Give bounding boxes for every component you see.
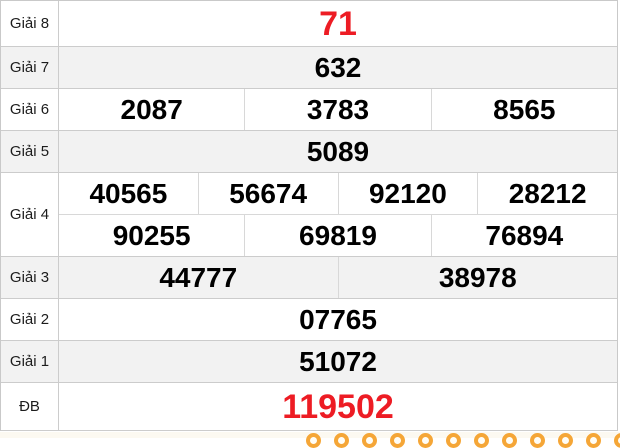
ball-decoration-icon <box>390 433 405 448</box>
prize-subrow: 40565 56674 92120 28212 <box>59 173 617 214</box>
prize-label: Giải 8 <box>1 1 59 46</box>
prize-number: 8565 <box>493 93 556 125</box>
prize-number: 40565 <box>89 177 168 209</box>
prize-cell: 07765 <box>59 299 617 340</box>
ball-decoration-icon <box>334 433 349 448</box>
prize-number: 56674 <box>229 177 308 209</box>
prize-cell: 5089 <box>59 131 617 172</box>
prize-number: 76894 <box>485 219 564 251</box>
prize-number: 5089 <box>306 135 370 167</box>
prize-cell: 632 <box>59 47 617 88</box>
prize-values: 40565 56674 92120 28212 90255 69819 76894 <box>59 173 617 256</box>
prize-cell: 119502 <box>59 383 617 430</box>
prize-cell: 56674 <box>197 173 338 214</box>
prize-cell: 51072 <box>59 341 617 382</box>
prize-cell: 69819 <box>244 215 430 256</box>
prize-subrow: 632 <box>59 47 617 88</box>
prize-label: Giải 3 <box>1 257 59 298</box>
prize-subrow: 07765 <box>59 299 617 340</box>
prize-number: 92120 <box>368 177 447 209</box>
prize-number: 28212 <box>508 177 587 209</box>
prize-label: Giải 5 <box>1 131 59 172</box>
prize-subrow: 71 <box>59 1 617 46</box>
prize-row: Giải 2 07765 <box>1 299 617 341</box>
prize-number: 632 <box>314 51 362 83</box>
prize-cell: 8565 <box>430 89 617 130</box>
prize-row: Giải 5 5089 <box>1 131 617 173</box>
prize-row: Giải 4 40565 56674 92120 28212 90255 69819 7689… <box>1 173 617 257</box>
prize-subrow: 44777 38978 <box>59 257 617 298</box>
prize-cell: 3783 <box>244 89 430 130</box>
prize-label: Giải 2 <box>1 299 59 340</box>
prize-row: Giải 3 44777 38978 <box>1 257 617 299</box>
ball-decoration-icon <box>502 433 517 448</box>
prize-row: Giải 6 2087 3783 8565 <box>1 89 617 131</box>
prize-number: 71 <box>319 4 357 43</box>
ball-decoration-icon <box>306 433 321 448</box>
prize-cell: 40565 <box>59 173 198 214</box>
prize-values: 2087 3783 8565 <box>59 89 617 130</box>
prize-subrow: 119502 <box>59 383 617 430</box>
prize-cell: 76894 <box>430 215 617 256</box>
prize-values: 119502 <box>59 383 617 430</box>
prize-values: 07765 <box>59 299 617 340</box>
prize-cell: 90255 <box>59 215 244 256</box>
prize-label: Giải 4 <box>1 173 59 256</box>
prize-values: 44777 38978 <box>59 257 617 298</box>
prize-subrow: 2087 3783 8565 <box>59 89 617 130</box>
prize-cell: 28212 <box>477 173 617 214</box>
prize-number: 2087 <box>120 93 183 125</box>
prize-number: 07765 <box>299 303 377 335</box>
prize-number: 38978 <box>438 261 517 293</box>
prize-number: 44777 <box>159 261 238 293</box>
prize-subrow: 51072 <box>59 341 617 382</box>
prize-values: 632 <box>59 47 617 88</box>
prize-number: 119502 <box>282 387 394 426</box>
ball-decoration-icon <box>614 433 620 448</box>
ball-decoration-icon <box>446 433 461 448</box>
prize-label: Giải 1 <box>1 341 59 382</box>
ball-decoration-icon <box>586 433 601 448</box>
ball-decoration-icon <box>362 433 377 448</box>
prize-number: 90255 <box>112 219 191 251</box>
bottom-decor-strip <box>0 432 620 448</box>
prize-subrow: 90255 69819 76894 <box>59 214 617 256</box>
prize-cell: 38978 <box>337 257 618 298</box>
ball-decoration-icon <box>558 433 573 448</box>
prize-row: ĐB 119502 <box>1 383 617 431</box>
prize-values: 51072 <box>59 341 617 382</box>
prize-row: Giải 1 51072 <box>1 341 617 383</box>
prize-number: 69819 <box>299 219 377 251</box>
prize-cell: 71 <box>59 1 617 46</box>
ball-decoration-icon <box>474 433 489 448</box>
prize-cell: 92120 <box>337 173 478 214</box>
prize-row: Giải 8 71 <box>1 1 617 47</box>
prize-cell: 44777 <box>59 257 338 298</box>
prize-number: 3783 <box>306 93 370 125</box>
prize-cell: 2087 <box>59 89 244 130</box>
prize-label: Giải 7 <box>1 47 59 88</box>
prize-values: 71 <box>59 1 617 46</box>
prize-row: Giải 7 632 <box>1 47 617 89</box>
ball-decoration-icon <box>418 433 433 448</box>
prize-label: Giải 6 <box>1 89 59 130</box>
lottery-results-table: Giải 8 71 Giải 7 632 Giải 6 2087 3783 8565 Giải … <box>0 0 618 431</box>
prize-subrow: 5089 <box>59 131 617 172</box>
ball-decoration-icon <box>530 433 545 448</box>
prize-values: 5089 <box>59 131 617 172</box>
prize-number: 51072 <box>299 345 377 377</box>
prize-label: ĐB <box>1 383 59 430</box>
